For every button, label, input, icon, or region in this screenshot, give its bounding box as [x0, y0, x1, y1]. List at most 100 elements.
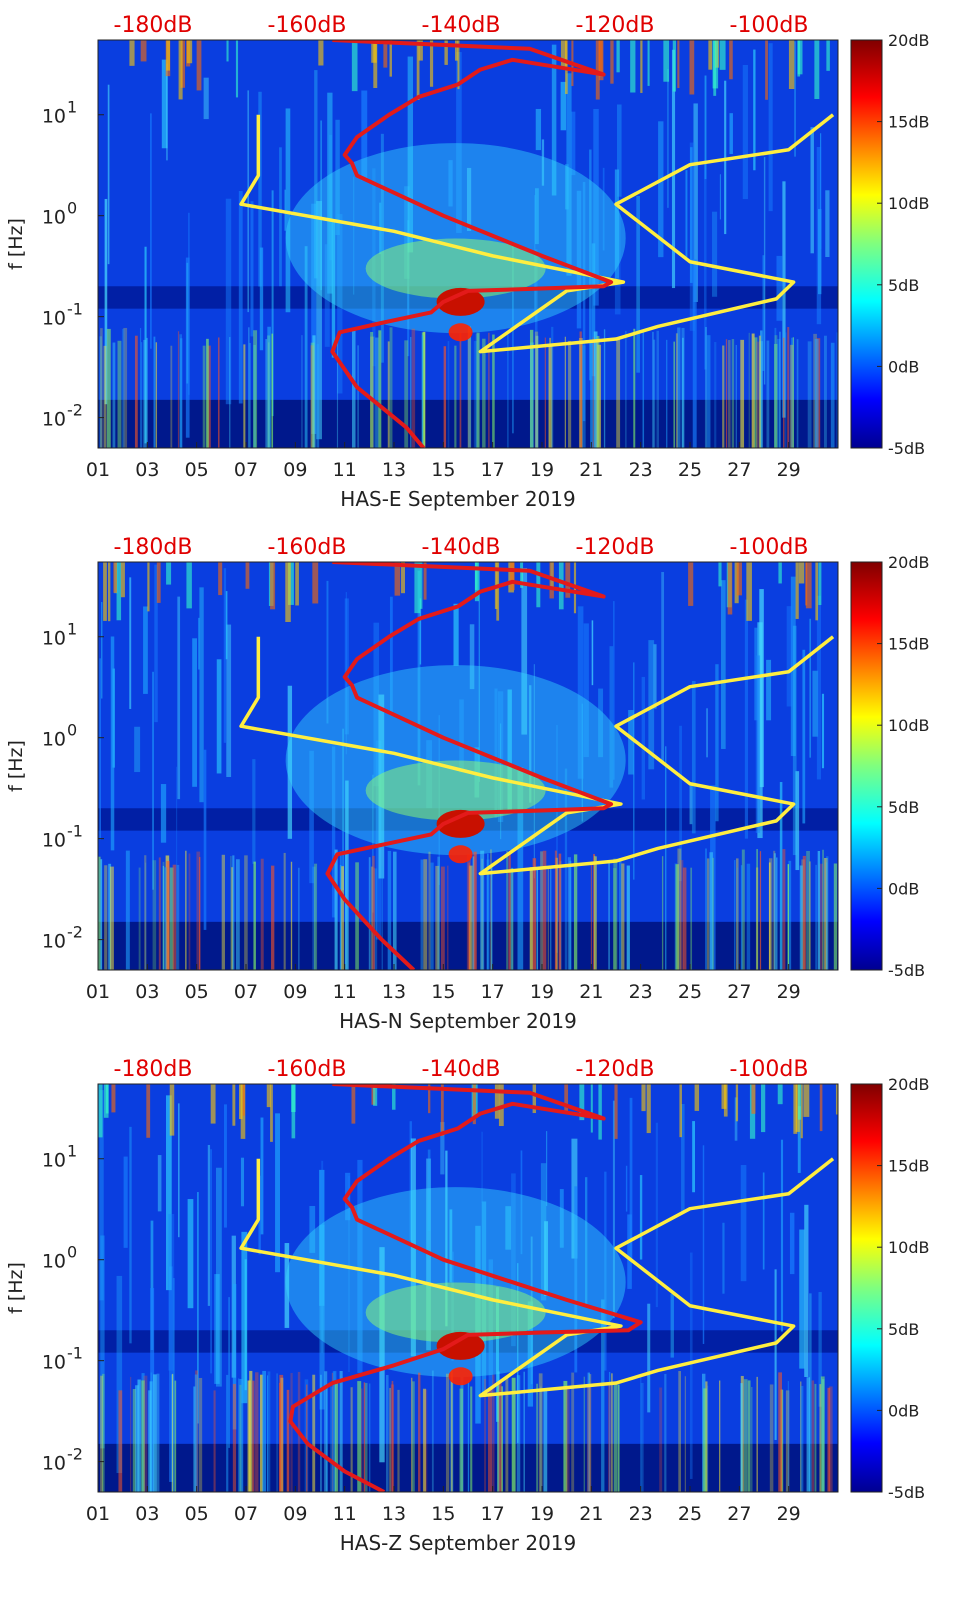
x-tick-label: 11	[333, 459, 357, 481]
x-tick-label: 19	[530, 981, 554, 1003]
x-tick-label: 03	[135, 459, 159, 481]
x-tick-label: 11	[333, 1503, 357, 1525]
x-tick-label: 11	[333, 981, 357, 1003]
x-tick-label: 13	[382, 981, 406, 1003]
colorbar-tick-label: 5dB	[888, 276, 919, 295]
x-tick-label: 15	[431, 981, 455, 1003]
heatmap-texture	[98, 40, 838, 448]
y-tick-exponent: -1	[67, 822, 83, 841]
x-tick-label: 21	[579, 459, 603, 481]
colorbar-tick-label: 5dB	[888, 1320, 919, 1339]
x-tick-label: 15	[431, 1503, 455, 1525]
y-tick-label: 10	[42, 207, 66, 229]
colorbar-tick-label: 15dB	[888, 1157, 930, 1176]
y-tick-label: 10	[42, 628, 66, 650]
x-tick-label: 27	[727, 981, 751, 1003]
colorbar-tick-label: 15dB	[888, 635, 930, 654]
x-tick-label: 23	[629, 981, 653, 1003]
y-tick-exponent: 1	[67, 1142, 77, 1161]
x-axis-label: HAS-E September 2019	[340, 487, 575, 511]
noise-model-line-yellow	[239, 635, 835, 876]
x-tick-label: 13	[382, 459, 406, 481]
microseism-hotspot	[436, 287, 485, 316]
colorbar	[850, 39, 883, 449]
x-tick-label: 19	[530, 1503, 554, 1525]
colorbar-tick-label: -5dB	[888, 961, 925, 980]
colorbar-tick-label: 5dB	[888, 798, 919, 817]
y-tick-exponent: 1	[67, 620, 77, 639]
colorbar-tick-label: -5dB	[888, 1483, 925, 1502]
x-tick-label: 29	[777, 1503, 801, 1525]
y-axis-label: f [Hz]	[5, 740, 27, 792]
top-axis-tick-label: -140dB	[422, 535, 501, 560]
microseism-hotspot	[436, 1331, 485, 1360]
colorbar-tick-label: 10dB	[888, 716, 930, 735]
heatmap-texture	[98, 1084, 838, 1492]
plot-frame	[97, 39, 839, 449]
colorbar-tick-label: 0dB	[888, 879, 919, 898]
x-tick-label: 23	[629, 1503, 653, 1525]
x-axis-label: HAS-N September 2019	[339, 1009, 577, 1033]
colorbar-tick-label: 20dB	[888, 553, 930, 572]
y-tick-exponent: -1	[67, 300, 83, 319]
y-tick-label: 10	[42, 729, 66, 751]
x-axis-label: HAS-Z September 2019	[340, 1531, 577, 1555]
x-tick-label: 29	[777, 981, 801, 1003]
top-axis-tick-label: -160dB	[268, 13, 347, 38]
colorbar-tick-label: 20dB	[888, 1075, 930, 1094]
top-axis-tick-label: -120dB	[576, 535, 655, 560]
colorbar-tick-label: -5dB	[888, 439, 925, 458]
top-axis-tick-label: -160dB	[268, 535, 347, 560]
x-tick-label: 05	[185, 1503, 209, 1525]
x-tick-label: 21	[579, 981, 603, 1003]
colorbar-tick-label: 15dB	[888, 113, 930, 132]
x-tick-label: 01	[86, 1503, 110, 1525]
x-tick-label: 25	[678, 1503, 702, 1525]
plot-frame	[97, 561, 839, 971]
x-tick-label: 27	[727, 1503, 751, 1525]
top-axis-tick-label: -140dB	[422, 1057, 501, 1082]
x-tick-label: 19	[530, 459, 554, 481]
top-axis-tick-label: -180dB	[114, 1057, 193, 1082]
top-axis-tick-label: -100dB	[730, 535, 809, 560]
x-tick-label: 09	[283, 1503, 307, 1525]
y-tick-label: 10	[42, 1352, 66, 1374]
x-tick-label: 03	[135, 1503, 159, 1525]
top-axis-tick-label: -180dB	[114, 13, 193, 38]
x-tick-label: 17	[481, 981, 505, 1003]
x-tick-label: 23	[629, 459, 653, 481]
x-tick-label: 09	[283, 459, 307, 481]
x-tick-label: 25	[678, 981, 702, 1003]
y-tick-label: 10	[42, 308, 66, 330]
y-tick-label: 10	[42, 1251, 66, 1273]
y-tick-label: 10	[42, 1453, 66, 1475]
noise-model-line-yellow	[239, 1157, 835, 1398]
x-tick-label: 03	[135, 981, 159, 1003]
x-tick-label: 01	[86, 459, 110, 481]
top-axis-tick-label: -120dB	[576, 13, 655, 38]
y-axis-label: f [Hz]	[5, 1262, 27, 1314]
colorbar	[850, 561, 883, 971]
psd-line-red	[288, 1084, 643, 1492]
y-tick-label: 10	[42, 830, 66, 852]
colorbar	[850, 1083, 883, 1493]
top-axis-tick-label: -120dB	[576, 1057, 655, 1082]
top-axis-tick-label: -140dB	[422, 13, 501, 38]
psd-line-red	[325, 562, 614, 970]
y-tick-exponent: 0	[67, 199, 77, 218]
y-tick-label: 10	[42, 106, 66, 128]
x-tick-label: 05	[185, 981, 209, 1003]
x-tick-label: 21	[579, 1503, 603, 1525]
x-tick-label: 29	[777, 459, 801, 481]
top-axis-tick-label: -100dB	[730, 13, 809, 38]
y-axis-label: f [Hz]	[5, 218, 27, 270]
x-tick-label: 07	[234, 981, 258, 1003]
top-axis-tick-label: -100dB	[730, 1057, 809, 1082]
x-tick-label: 15	[431, 459, 455, 481]
y-tick-exponent: -2	[67, 923, 83, 942]
plot-frame	[97, 1083, 839, 1493]
x-tick-label: 17	[481, 1503, 505, 1525]
